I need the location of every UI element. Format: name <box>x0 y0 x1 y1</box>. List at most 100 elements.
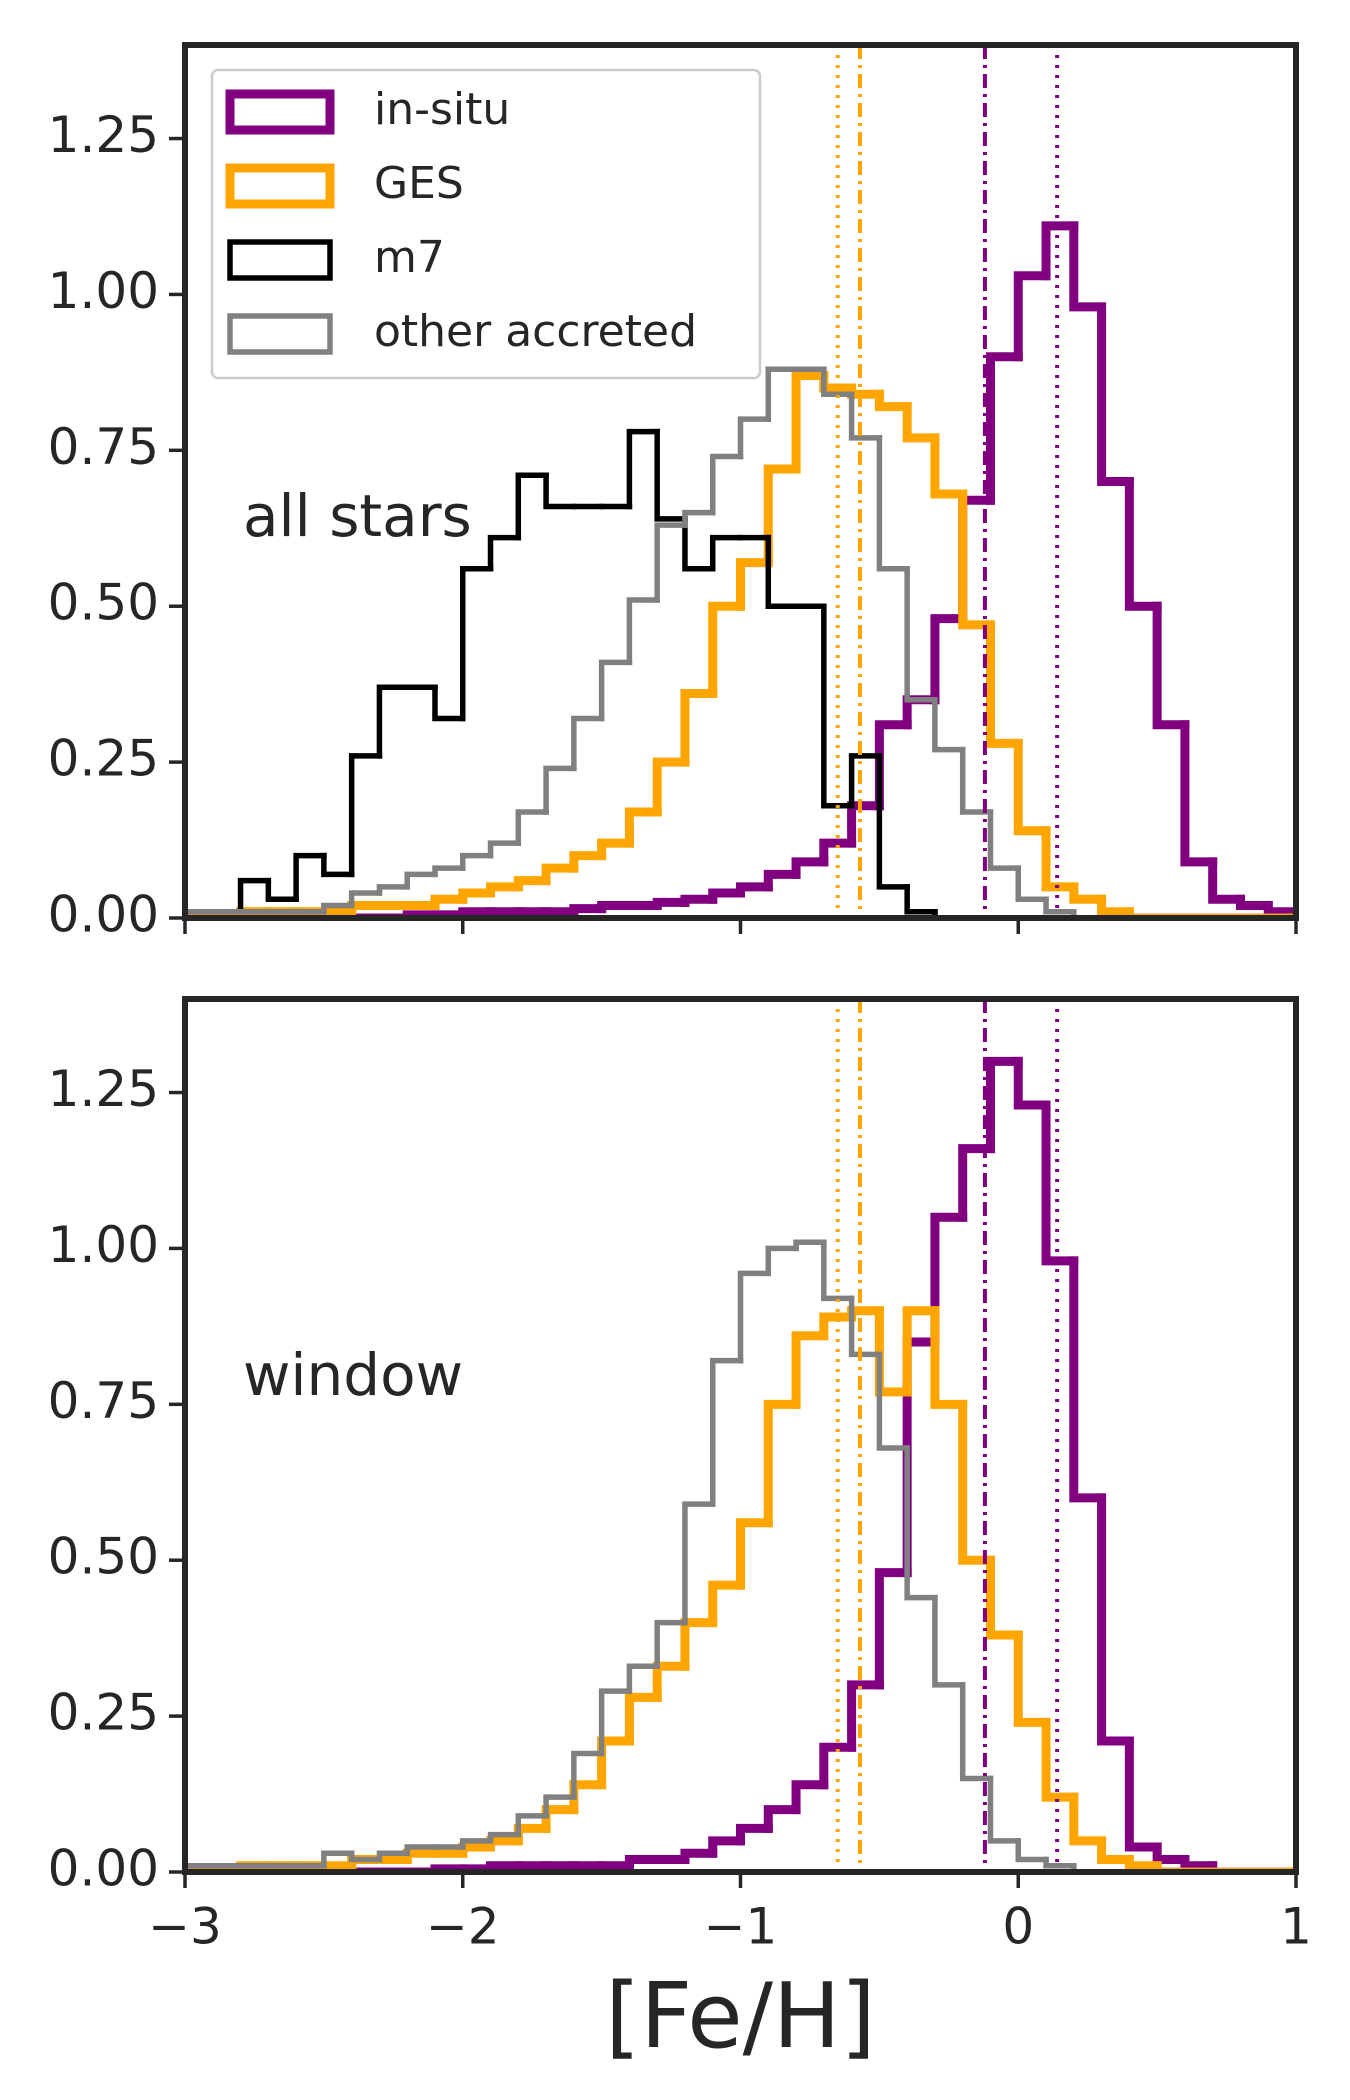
hist-step <box>597 1736 634 1790</box>
hist-step <box>543 1794 577 1819</box>
hist-step <box>848 753 883 809</box>
hist-step <box>652 897 690 911</box>
hist-step <box>1013 1056 1051 1110</box>
hist-step <box>819 1742 857 1790</box>
hist-step <box>1180 1855 1218 1871</box>
hist-step <box>930 433 968 499</box>
hist-step <box>930 614 968 705</box>
legend-swatch <box>227 239 333 281</box>
hist-step <box>1263 901 1296 918</box>
hist-step <box>821 603 855 809</box>
hist-step <box>486 882 523 898</box>
hist-step <box>1071 909 1105 918</box>
hist-step <box>904 884 938 915</box>
hist-step <box>513 876 551 892</box>
hist-step <box>765 534 799 609</box>
y-tick-label: 0.50 <box>48 1528 159 1586</box>
hist-step <box>680 1848 718 1865</box>
hist-step <box>321 852 355 878</box>
hist-step <box>460 852 494 871</box>
hist-step <box>987 809 1021 871</box>
hist-step <box>932 1594 966 1688</box>
hist-step <box>626 1663 660 1694</box>
hist-step <box>874 720 912 811</box>
hist-step <box>736 558 773 611</box>
hist-step <box>626 428 660 510</box>
hist-step <box>1069 221 1107 312</box>
hist-step <box>763 1399 801 1528</box>
hist-step <box>791 370 829 474</box>
hist-step <box>624 807 662 848</box>
hist-step <box>987 1775 1021 1844</box>
y-tick-label: 0.25 <box>48 1684 159 1742</box>
hist-step <box>486 1861 523 1872</box>
hist-step <box>848 391 883 441</box>
panel-label: all stars <box>243 482 472 550</box>
hist-step <box>791 1331 829 1409</box>
hist-step <box>682 509 716 528</box>
hist-step <box>1069 1792 1107 1846</box>
hist-step <box>847 1680 884 1752</box>
hist-step <box>709 534 744 572</box>
hist-step <box>515 1813 549 1838</box>
hist-step <box>1069 882 1107 904</box>
hist-step <box>958 489 995 630</box>
hist-step <box>932 909 966 918</box>
hist-step <box>652 757 690 817</box>
hist-step <box>515 809 549 846</box>
hist-step <box>874 389 912 412</box>
hist-step <box>680 1618 718 1671</box>
hist-step <box>985 1056 1023 1154</box>
legend-label: m7 <box>374 232 445 283</box>
hist-step <box>1208 857 1245 904</box>
hist-step <box>1013 271 1051 362</box>
y-tick-label: 1.25 <box>48 106 159 164</box>
hist-step <box>321 902 355 915</box>
hist-step <box>432 865 466 878</box>
hist-step <box>458 888 496 904</box>
hist-step <box>185 909 216 918</box>
legend-box <box>210 68 762 380</box>
hist-step <box>598 1688 633 1757</box>
legend-swatch <box>227 313 333 355</box>
hist-step <box>430 894 468 911</box>
y-tick-label: 0.50 <box>48 574 159 632</box>
hist-step <box>902 402 940 443</box>
hist-step <box>765 1245 799 1277</box>
hist-step <box>404 1844 438 1857</box>
x-tick-label: −2 <box>426 1898 500 1956</box>
hist-step <box>597 901 634 914</box>
hist-step <box>708 601 745 699</box>
hist-step <box>1071 1863 1105 1872</box>
hist-step <box>680 689 718 767</box>
hist-step <box>348 890 383 909</box>
hist-step <box>515 472 549 541</box>
panel: 0.00 0.25 0.50 0.75 1.00 1.25 all stars in-situ… <box>48 42 1299 944</box>
hist-step <box>569 904 607 917</box>
hist-step <box>709 453 744 516</box>
hist-step <box>1041 826 1079 892</box>
hist-step <box>626 597 660 666</box>
hist-step <box>958 1399 995 1565</box>
hist-step <box>321 1850 355 1869</box>
hist-step <box>597 838 634 861</box>
y-tick-label: 1.00 <box>48 262 159 320</box>
hist-step <box>654 428 688 522</box>
hist-step <box>904 566 938 703</box>
hist-step <box>763 1805 801 1833</box>
hist-step <box>543 765 577 815</box>
y-tick-label: 0.25 <box>48 730 159 788</box>
hist-step <box>1124 1855 1162 1871</box>
x-tick-label: −3 <box>148 1898 222 1956</box>
hist-step <box>763 869 801 892</box>
legend-swatch <box>225 89 335 135</box>
hist-step <box>682 1501 716 1626</box>
hist-step <box>876 435 910 572</box>
hist-step <box>821 1239 855 1302</box>
hist-step <box>376 884 410 896</box>
hist-step <box>708 888 745 904</box>
hist-step <box>487 840 522 859</box>
panel: 0.00 0.25 0.50 0.75 1.00 1.25 −3 −2 −1 0 1 window [F… <box>48 996 1312 2069</box>
hist-step <box>487 534 522 572</box>
